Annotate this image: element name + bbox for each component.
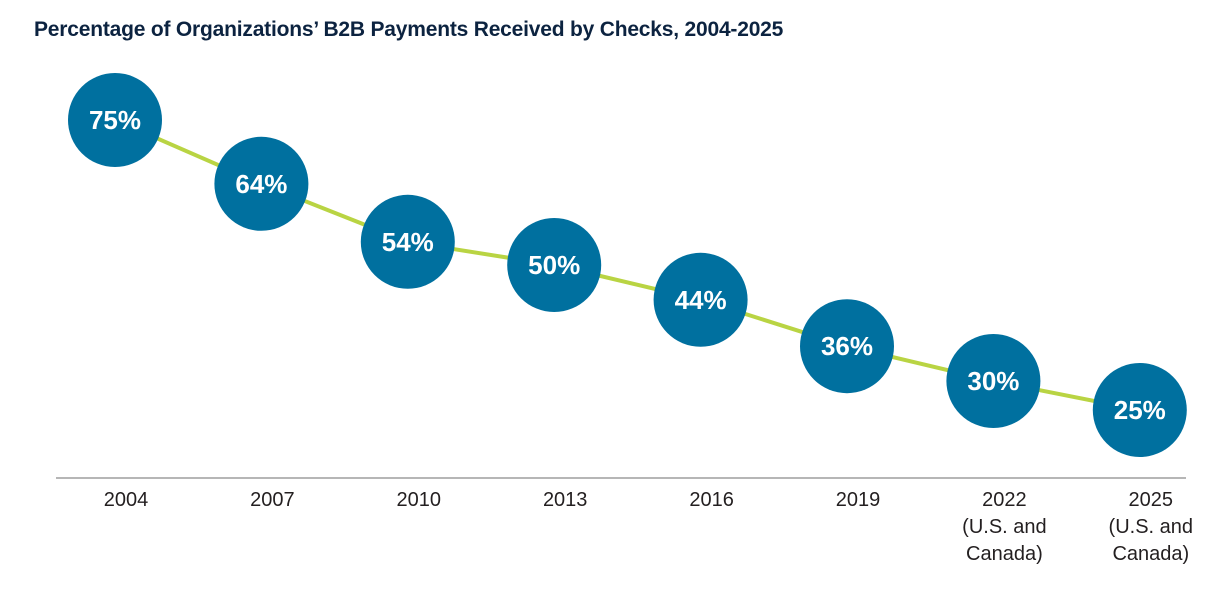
x-tick-label-line: Canada)	[966, 543, 1043, 565]
x-tick-label-line: 2022	[982, 489, 1027, 511]
point-value-label: 44%	[675, 285, 727, 315]
x-tick-label: 2007	[250, 489, 295, 511]
point-value-label: 36%	[821, 331, 873, 361]
data-point: 64%	[214, 136, 309, 231]
data-points: 75% 64% 54% 50% 44% 36% 30% 25%	[68, 73, 1187, 457]
x-tick-label: 2004	[104, 489, 149, 511]
point-marker	[214, 136, 309, 231]
x-tick-label-line: (U.S. and	[962, 516, 1046, 538]
point-marker	[68, 73, 162, 167]
point-marker	[653, 252, 748, 347]
data-point: 44%	[653, 252, 748, 347]
point-value-label: 50%	[528, 250, 580, 280]
point-marker	[800, 299, 894, 394]
x-tick-label: 2025 (U.S. and Canada)	[1109, 489, 1193, 565]
x-tick-label-line: 2025	[1129, 489, 1174, 511]
point-value-label: 75%	[89, 105, 141, 135]
data-point: 50%	[507, 218, 602, 312]
x-tick-label: 2010	[397, 489, 442, 511]
x-tick-label-line: Canada)	[1112, 543, 1189, 565]
data-point: 75%	[68, 73, 162, 167]
data-point: 36%	[800, 299, 894, 394]
point-marker	[507, 218, 602, 312]
x-tick-label-line: (U.S. and	[1109, 516, 1193, 538]
x-tick-label: 2019	[836, 489, 881, 511]
data-point: 54%	[360, 194, 455, 289]
point-value-label: 25%	[1114, 395, 1166, 425]
point-value-label: 64%	[235, 169, 287, 199]
x-tick-label: 2016	[689, 489, 734, 511]
x-tick-label: 2022 (U.S. and Canada)	[962, 489, 1046, 565]
point-marker	[360, 194, 455, 289]
point-marker	[946, 334, 1041, 428]
data-point: 25%	[1092, 363, 1187, 457]
x-tick-label-line: 2004	[104, 489, 149, 511]
chart-title: Percentage of Organizations’ B2B Payment…	[34, 18, 784, 41]
point-value-label: 30%	[967, 366, 1019, 396]
point-value-label: 54%	[382, 227, 434, 257]
x-tick-label-line: 2013	[543, 489, 588, 511]
x-tick-labels: 2004 2007 2010 2013 2016 2019 2022 (U.S. and Can…	[104, 489, 1193, 565]
x-tick-label-line: 2010	[397, 489, 442, 511]
x-tick-label-line: 2007	[250, 489, 295, 511]
x-tick-label: 2013	[543, 489, 588, 511]
data-point: 30%	[946, 334, 1041, 428]
x-tick-label-line: 2016	[689, 489, 734, 511]
x-tick-label-line: 2019	[836, 489, 881, 511]
point-marker	[1092, 363, 1187, 457]
